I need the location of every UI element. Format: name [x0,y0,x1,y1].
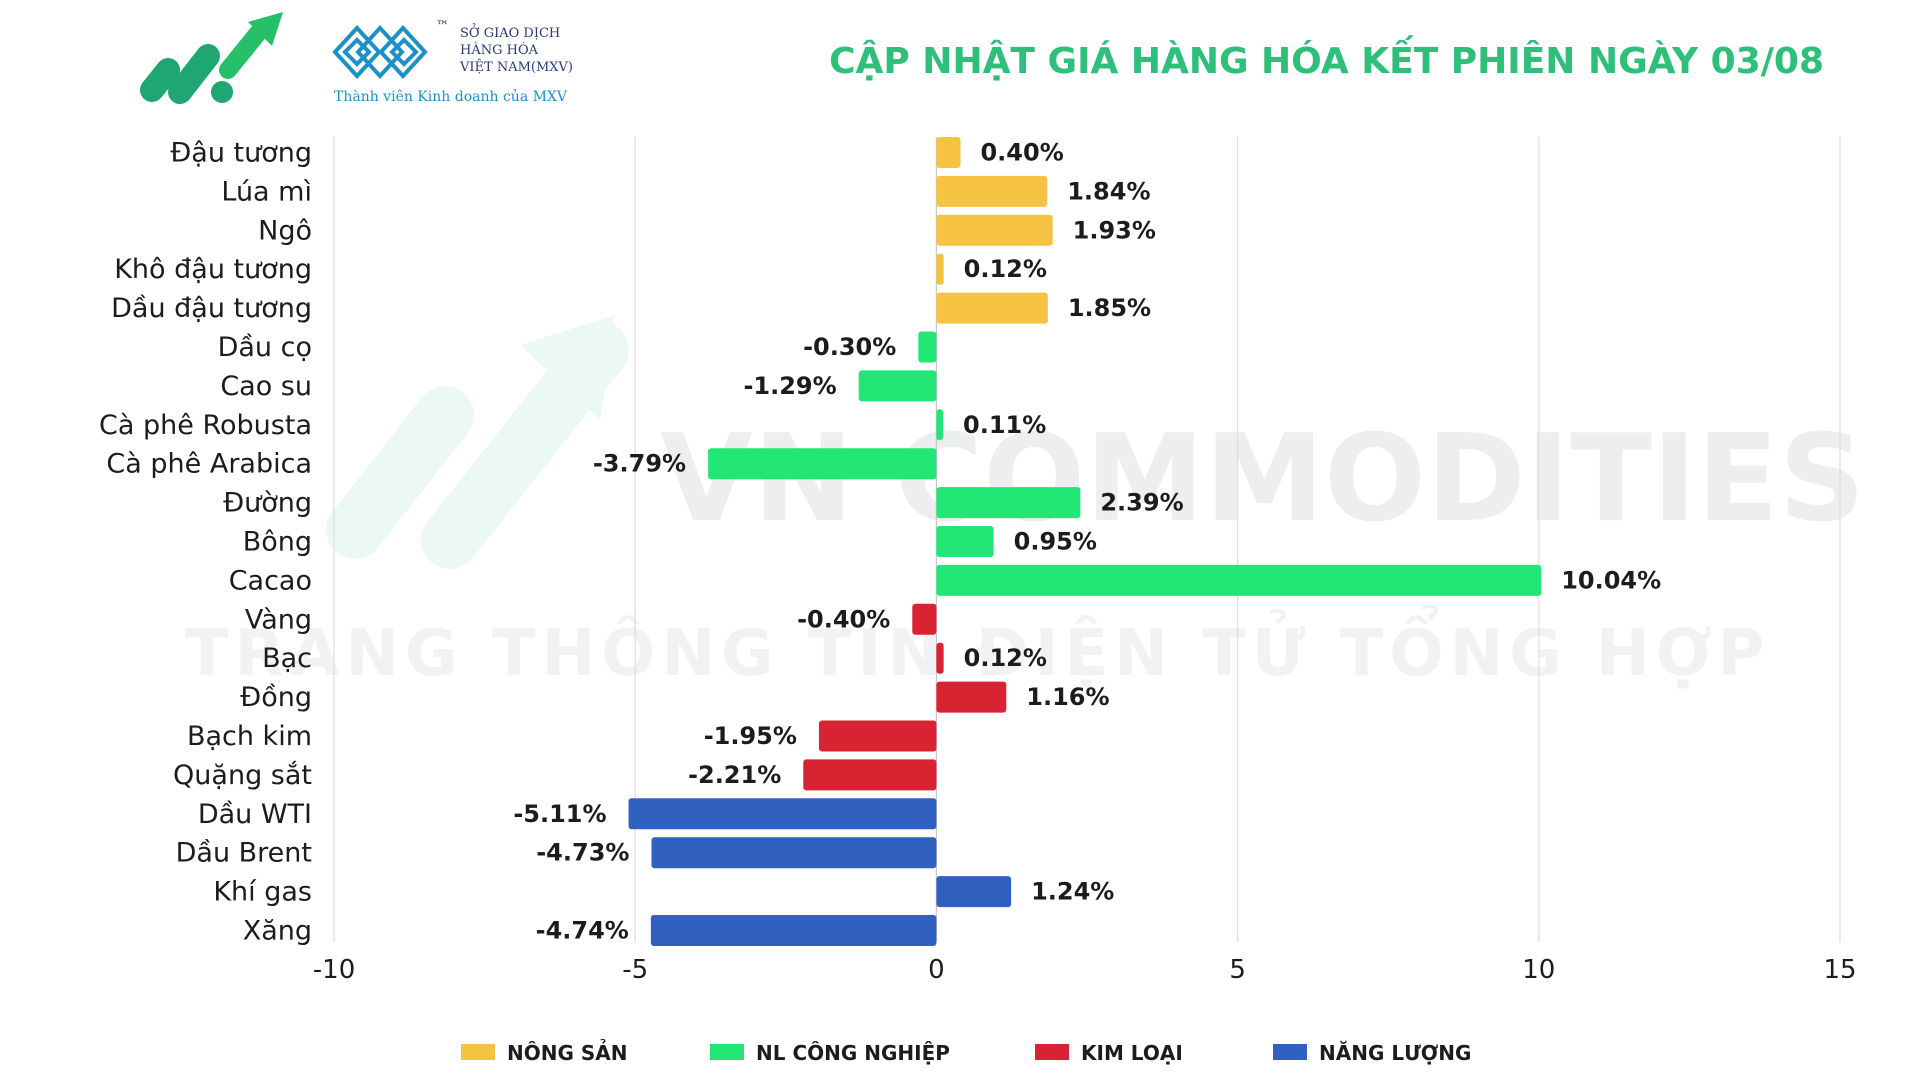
bar [803,759,937,791]
value-label: -1.29% [743,372,836,400]
bar [650,915,937,946]
x-tick-label: 5 [1229,955,1246,985]
x-tick-label: 15 [1823,955,1856,985]
bar [918,331,937,363]
mxv-tagline: Thành viên Kinh doanh của MXV [334,88,568,105]
category-label: Lúa mì [221,176,312,207]
mxv-line-1: SỞ GIAO DỊCH [460,23,560,41]
bar [936,642,944,674]
legend-label: KIM LOẠI [1081,1041,1183,1065]
mxv-trademark: ™ [436,19,449,34]
category-labels: Đậu tương Lúa mì Ngô Khô đậu tương Dầu đậu t… [99,138,312,947]
bar [936,487,1081,519]
category-label: Đậu tương [170,138,312,169]
category-label: Ngô [258,215,312,246]
bar [708,448,937,480]
bar [936,876,1012,908]
legend-swatch [461,1044,495,1060]
value-label: 1.16% [1026,683,1109,711]
category-label: Quặng sắt [173,760,312,791]
category-label: Đường [223,488,312,519]
value-label: -2.21% [688,761,781,789]
bar [818,720,937,752]
bar [936,292,1048,324]
category-label: Bạc [262,643,312,674]
chart-title: CẬP NHẬT GIÁ HÀNG HÓA KẾT PHIÊN NGÀY 03/… [829,35,1824,82]
bar [936,564,1542,596]
x-tick-label: -10 [313,955,355,985]
bars [628,137,1542,946]
mxv-line-2: HÀNG HÓA [460,41,539,58]
value-label: 0.95% [1014,528,1097,556]
category-label: Khí gas [213,877,312,908]
bar [651,837,937,869]
value-label: 10.04% [1561,566,1661,594]
category-label: Khô đậu tương [114,254,312,285]
legend: NÔNG SẢN NL CÔNG NGHIỆP KIM LOẠI NĂNG LƯỢNG [461,1040,1471,1065]
legend-label: NÔNG SẢN [507,1040,627,1065]
bar [936,214,1053,246]
category-label: Cao su [220,371,312,402]
value-label: 1.93% [1073,216,1156,244]
legend-label: NL CÔNG NGHIỆP [756,1041,950,1065]
bar [628,798,937,830]
x-tick-label: -5 [622,955,648,985]
x-tick-label: 10 [1522,955,1555,985]
value-label: 0.11% [963,411,1046,439]
value-label: -0.30% [803,333,896,361]
bar [936,681,1007,713]
value-label: -0.40% [797,605,890,633]
category-label: Đồng [240,682,312,713]
bar [936,253,944,285]
category-label: Vàng [245,604,312,635]
mxv-logo: ™ SỞ GIAO DỊCH HÀNG HÓA VIỆT NAM(MXV) Th… [332,19,573,105]
legend-label: NĂNG LƯỢNG [1319,1041,1471,1065]
category-label: Dầu cọ [218,332,312,363]
value-label: -3.79% [593,450,686,478]
bar [936,526,994,557]
value-label: 1.84% [1067,177,1150,205]
watermark-line1: VN COMMODITIES [660,410,1865,549]
x-axis-ticks: -10 -5 0 5 10 15 [313,955,1857,985]
value-label: -1.95% [704,722,797,750]
value-label: 0.12% [964,644,1047,672]
x-tick-label: 0 [928,955,945,985]
category-label: Cà phê Arabica [106,449,312,480]
bar [936,409,944,441]
value-label: -4.73% [536,839,629,867]
category-label: Cacao [229,565,312,596]
category-label: Dầu đậu tương [111,293,312,324]
category-label: Dầu Brent [176,838,312,869]
bar [912,603,937,635]
value-label: 1.85% [1068,294,1151,322]
mxv-line-3: VIỆT NAM(MXV) [459,59,573,75]
value-label: -4.74% [536,917,629,945]
value-label: 0.12% [964,255,1047,283]
brand-logo [140,12,283,104]
legend-swatch [1273,1044,1307,1060]
value-label: 1.24% [1031,878,1114,906]
value-label: 0.40% [980,139,1063,167]
category-label: Xăng [243,916,312,947]
value-label: -5.11% [513,800,606,828]
value-label: 2.39% [1100,489,1183,517]
watermark-logo [326,315,629,569]
legend-swatch [1035,1044,1069,1060]
value-labels: 0.40%1.84% 1.93% 0.12% 1.85% -0.30% -1.29% 0.1… [513,139,1661,945]
bar [936,137,961,168]
category-label: Dầu WTI [198,799,312,830]
bar [936,175,1048,207]
category-label: Bạch kim [187,721,312,752]
category-label: Bông [243,527,312,558]
legend-swatch [710,1044,744,1060]
watermark-line2: TRANG THÔNG TIN ĐIỆN TỬ TỔNG HỢP [185,604,1770,691]
category-label: Cà phê Robusta [99,410,312,441]
bar [858,370,937,402]
